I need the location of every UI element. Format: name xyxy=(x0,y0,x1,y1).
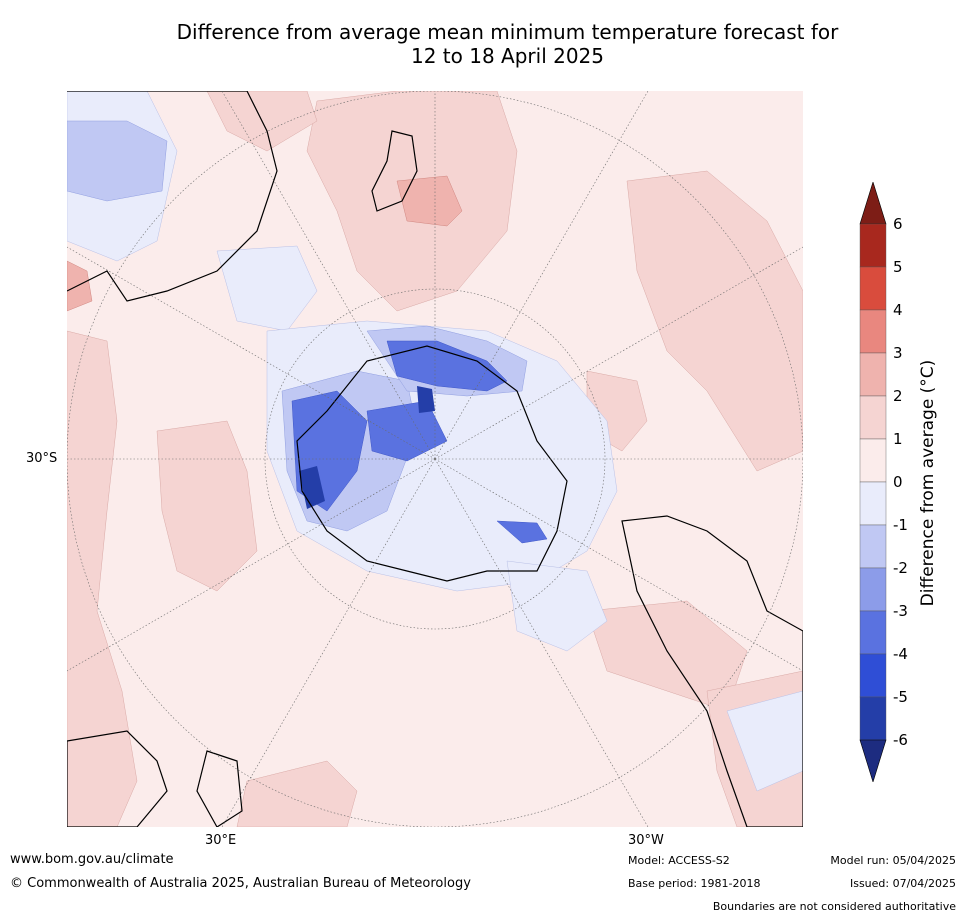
cold-patch-ross-sea xyxy=(496,520,548,544)
colorbar-tick-label: -1 xyxy=(893,516,908,534)
madagascar-coast xyxy=(196,750,243,827)
colorbar-segment xyxy=(859,223,887,268)
cool-patch-southeast xyxy=(726,690,803,792)
south-america-coast xyxy=(621,515,803,827)
cool-patch-south xyxy=(506,560,608,652)
anomaly-map xyxy=(67,91,803,827)
colorbar xyxy=(859,182,887,782)
colorbar-label: Difference from average (°C) xyxy=(918,359,938,607)
colorbar-tick-label: -2 xyxy=(893,559,908,577)
meridian-150W xyxy=(434,91,649,460)
warm-patch-pacific-east xyxy=(626,170,803,472)
colorbar-segment xyxy=(859,309,887,354)
antarctica-coast xyxy=(296,345,568,582)
cool-patch-ocean-west xyxy=(67,120,168,202)
meridian-150E xyxy=(221,91,436,460)
footer-copyright: © Commonwealth of Australia 2025, Austra… xyxy=(10,876,471,891)
lat-circle-60S xyxy=(264,288,606,630)
cold-core-east xyxy=(299,466,325,509)
meridian-30E xyxy=(221,458,436,827)
footer-issued: Issued: 07/04/2025 xyxy=(849,877,956,890)
map-panel xyxy=(67,91,803,827)
colorbar-tick-label: 2 xyxy=(893,387,903,405)
colorbar-tick-label: 0 xyxy=(893,473,903,491)
colorbar-tick-label: -4 xyxy=(893,645,908,663)
colorbar-segment xyxy=(859,395,887,440)
meridian-120E xyxy=(67,246,436,460)
meridian-60E xyxy=(67,458,436,672)
africa-coast xyxy=(67,730,168,827)
colorbar-segment xyxy=(859,524,887,569)
colorbar-tick-label: 3 xyxy=(893,344,903,362)
meridian-120W xyxy=(434,246,803,460)
new-zealand-coast xyxy=(371,130,418,212)
colorbar-tick-label: 6 xyxy=(893,215,903,233)
footer-base-period: Base period: 1981-2018 xyxy=(628,877,761,890)
colorbar-segment xyxy=(859,266,887,311)
footer-disclaimer: Boundaries are not considered authoritat… xyxy=(712,900,956,913)
lon-label-30E: 30°E xyxy=(205,833,237,848)
colorbar-tick-label: -5 xyxy=(893,688,908,706)
colorbar-extend-high xyxy=(859,182,887,225)
footer-model-run: Model run: 05/04/2025 xyxy=(830,854,956,867)
footer-website: www.bom.gov.au/climate xyxy=(10,852,174,867)
cold-core-north xyxy=(417,386,435,413)
lat-label-30S: 30°S xyxy=(26,451,58,466)
warm-patch-west xyxy=(67,330,138,827)
colorbar-segment xyxy=(859,567,887,612)
warm-patch-southwest xyxy=(236,760,358,827)
cool-patch-indian xyxy=(216,245,318,332)
chart-title: Difference from average mean minimum tem… xyxy=(60,20,955,68)
colorbar-segment xyxy=(859,481,887,526)
meridian-30W xyxy=(434,458,649,827)
extreme-cool-regions xyxy=(299,386,435,509)
cold-patch-interior xyxy=(366,400,448,462)
cold-patch-dronning-maud xyxy=(386,340,508,392)
colorbar-segment xyxy=(859,352,887,397)
warm-patch-nz xyxy=(396,175,463,227)
colorbar-tick-label: -6 xyxy=(893,731,908,749)
colorbar-segment xyxy=(859,438,887,483)
title-line-1: Difference from average mean minimum tem… xyxy=(176,20,839,44)
meridian-60W xyxy=(434,458,803,672)
colorbar-segment xyxy=(859,653,887,698)
colorbar-segment xyxy=(859,610,887,655)
coastlines xyxy=(67,91,803,827)
colorbar-segment xyxy=(859,696,887,741)
lon-label-30W: 30°W xyxy=(628,833,664,848)
title-line-2: 12 to 18 April 2025 xyxy=(410,44,605,68)
graticule xyxy=(67,91,803,827)
colorbar-tick-label: -3 xyxy=(893,602,908,620)
australia-coast xyxy=(67,91,278,302)
footer-model: Model: ACCESS-S2 xyxy=(628,854,730,867)
warm-patch-indian-ocean xyxy=(156,420,258,592)
colorbar-extend-low xyxy=(859,739,887,782)
colorbar-tick-label: 5 xyxy=(893,258,903,276)
colorbar-tick-label: 1 xyxy=(893,430,903,448)
colorbar-tick-label: 4 xyxy=(893,301,903,319)
warm-patch-far-west xyxy=(67,260,93,312)
